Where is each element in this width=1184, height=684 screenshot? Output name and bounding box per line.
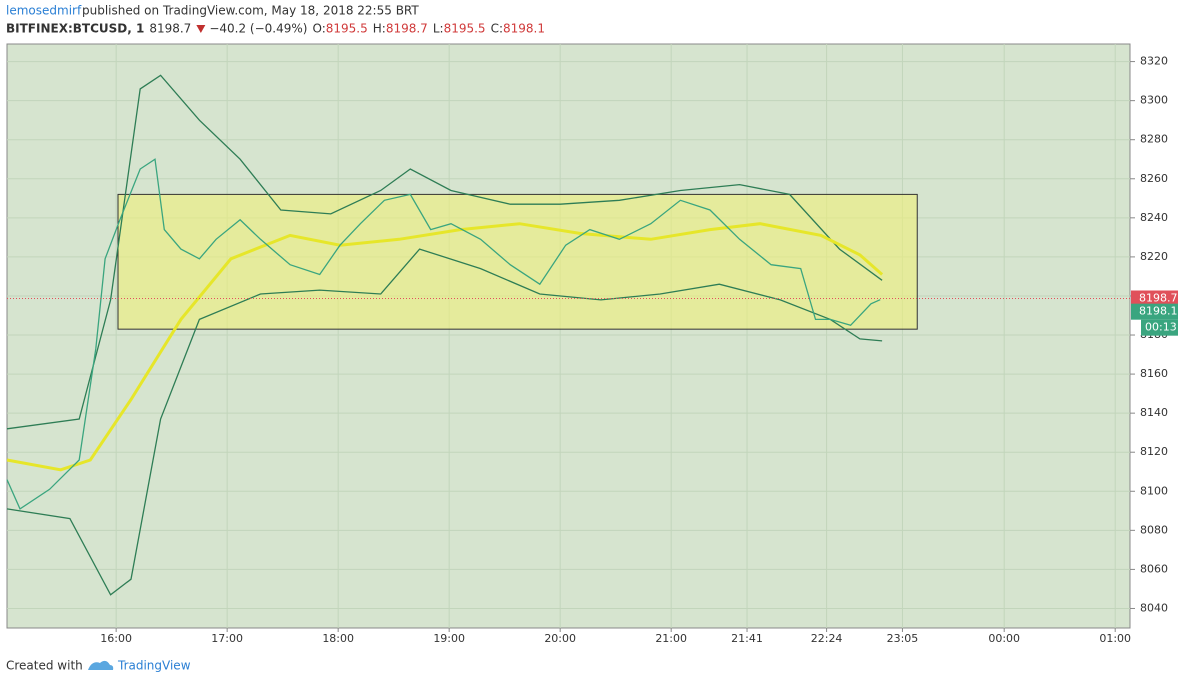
- x-tick-label: 01:00: [1099, 632, 1131, 645]
- y-tick-label: 8220: [1140, 250, 1168, 263]
- plot: [6, 44, 1130, 628]
- down-arrow: [196, 25, 206, 33]
- ohlc-value: 8195.5: [444, 22, 486, 36]
- x-tick-label: 19:00: [433, 632, 465, 645]
- countdown-box: [1141, 319, 1178, 336]
- ohlc-label: O:: [312, 22, 325, 36]
- x-tick-label: 00:00: [988, 632, 1020, 645]
- x-tick-label: 21:00: [655, 632, 687, 645]
- logo: [88, 660, 114, 670]
- y-tick-label: 8040: [1140, 601, 1168, 614]
- ohlc-label: L:: [433, 22, 444, 36]
- countdown: 00:13: [1145, 321, 1177, 334]
- price-line: [6, 248, 883, 596]
- last-price: 8198.7: [149, 22, 191, 36]
- price-marker: [1131, 303, 1178, 320]
- y-tick-label: 8140: [1140, 406, 1168, 419]
- author[interactable]: lemosedmirf: [6, 4, 82, 18]
- x-tick-label: 16:00: [100, 632, 132, 645]
- y-tick-label: 8280: [1140, 133, 1168, 146]
- symbol-line: BITFINEX:BTCUSD, 1 8198.7 −40.2 (−0.49%) O:…: [6, 22, 545, 36]
- ohlc-value: 8198.1: [503, 22, 545, 36]
- price-line: [6, 74, 883, 430]
- y-tick-label: 8120: [1140, 445, 1168, 458]
- chart-title: published on TradingView.com, May 18, 20…: [82, 4, 419, 18]
- range-box: [117, 193, 918, 330]
- y-tick-label: 8300: [1140, 94, 1168, 107]
- price-marker-label: 8198.1: [1139, 305, 1178, 318]
- ohlc-value: 8195.5: [326, 22, 368, 36]
- x-tick-label: 20:00: [544, 632, 576, 645]
- symbol: BITFINEX:BTCUSD, 1: [6, 22, 144, 36]
- y-tick-label: 8240: [1140, 211, 1168, 224]
- y-tick-label: 8100: [1140, 484, 1168, 497]
- x-tick-label: 23:05: [887, 632, 919, 645]
- price-line: [6, 158, 881, 510]
- y-tick-label: 8080: [1140, 523, 1168, 536]
- ohlc-value: 8198.7: [386, 22, 428, 36]
- x-tick-label: 22:24: [811, 632, 843, 645]
- ohlc-label: C:: [491, 22, 503, 36]
- footer-brand[interactable]: TradingView: [117, 659, 191, 673]
- x-tick-label: 21:41: [731, 632, 763, 645]
- y-tick-label: 8160: [1140, 367, 1168, 380]
- price-marker: [1131, 290, 1178, 307]
- y-tick-label: 8260: [1140, 172, 1168, 185]
- x-tick-label: 18:00: [322, 632, 354, 645]
- change: −40.2 (−0.49%): [209, 22, 307, 36]
- x-tick-label: 17:00: [211, 632, 243, 645]
- y-tick-label: 8060: [1140, 562, 1168, 575]
- price-marker-label: 8198.7: [1139, 291, 1178, 304]
- ohlc-label: H:: [373, 22, 386, 36]
- y-tick-label: 8320: [1140, 55, 1168, 68]
- plot-area: [6, 43, 1131, 629]
- footer-text: Created with: [6, 659, 83, 673]
- price-line: [6, 222, 884, 472]
